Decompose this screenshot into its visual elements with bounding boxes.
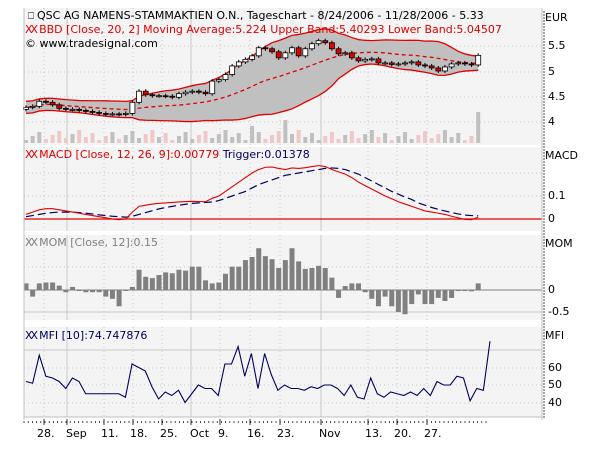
- mom-tick: 0: [548, 283, 555, 296]
- indicator-icon: XX: [25, 236, 38, 249]
- macd-axis-title: MACD: [545, 149, 578, 162]
- date-label: 28.: [37, 427, 55, 440]
- indicator-icon: XX: [25, 23, 38, 36]
- date-label: 18.: [130, 427, 148, 440]
- date-label: 23.: [277, 427, 295, 440]
- bbd-legend: XX BBD [Close, 20, 2] Moving Average:5.22…: [25, 23, 502, 36]
- main-tick: 4: [548, 115, 555, 128]
- main-tick: 5: [548, 65, 555, 78]
- main-tick: 5.5: [548, 39, 566, 52]
- momentum-bars: [23, 248, 542, 315]
- candlesticks: [23, 38, 482, 117]
- indicator-icon: XX: [25, 148, 38, 161]
- macd-lines: [24, 165, 542, 221]
- volume-bars: [24, 112, 481, 143]
- date-label: Nov: [319, 427, 341, 440]
- mom-tick: -0.5: [548, 305, 570, 318]
- mfi-axis-title: MFI: [545, 329, 565, 342]
- main-axis-title: EUR: [545, 11, 568, 24]
- indicator-icon: XX: [25, 329, 38, 342]
- mfi-line: [25, 341, 491, 404]
- date-label: 27.: [424, 427, 442, 440]
- mfi-legend: XX MFI [10]:74.747876: [25, 329, 148, 342]
- mfi-tick: 40: [548, 396, 562, 409]
- date-label: 20.: [394, 427, 412, 440]
- chart-title: ⎕ QSC AG NAMENS-STAMMAKTIEN O.N., Tagesch…: [28, 9, 484, 22]
- date-label: Sep: [66, 427, 87, 440]
- date-label: 13.: [365, 427, 383, 440]
- macd-legend: XX MACD [Close, 12, 26, 9]:0.00779 Trigge…: [25, 148, 310, 161]
- date-label: 25.: [160, 427, 178, 440]
- macd-tick: 0: [548, 212, 555, 225]
- mfi-tick: 50: [548, 378, 562, 391]
- macd-tick: 0.1: [548, 189, 566, 202]
- main-tick: 4.5: [548, 90, 566, 103]
- axes: [23, 8, 545, 425]
- date-label: 11.: [101, 427, 119, 440]
- mom-axis-title: MOM: [545, 237, 573, 250]
- candlestick-icon: ⎕: [28, 11, 34, 22]
- trigger-legend: Trigger:0.01378: [222, 148, 310, 161]
- copyright-text: © www.tradesignal.com: [25, 37, 158, 50]
- mom-legend: XX MOM [Close, 12]:0.15: [25, 236, 158, 249]
- date-label: Oct: [190, 427, 210, 440]
- date-label: 9.: [218, 427, 229, 440]
- date-label: 16.: [247, 427, 265, 440]
- mfi-tick: 60: [548, 361, 562, 374]
- mfi-panel-bg: [24, 327, 542, 417]
